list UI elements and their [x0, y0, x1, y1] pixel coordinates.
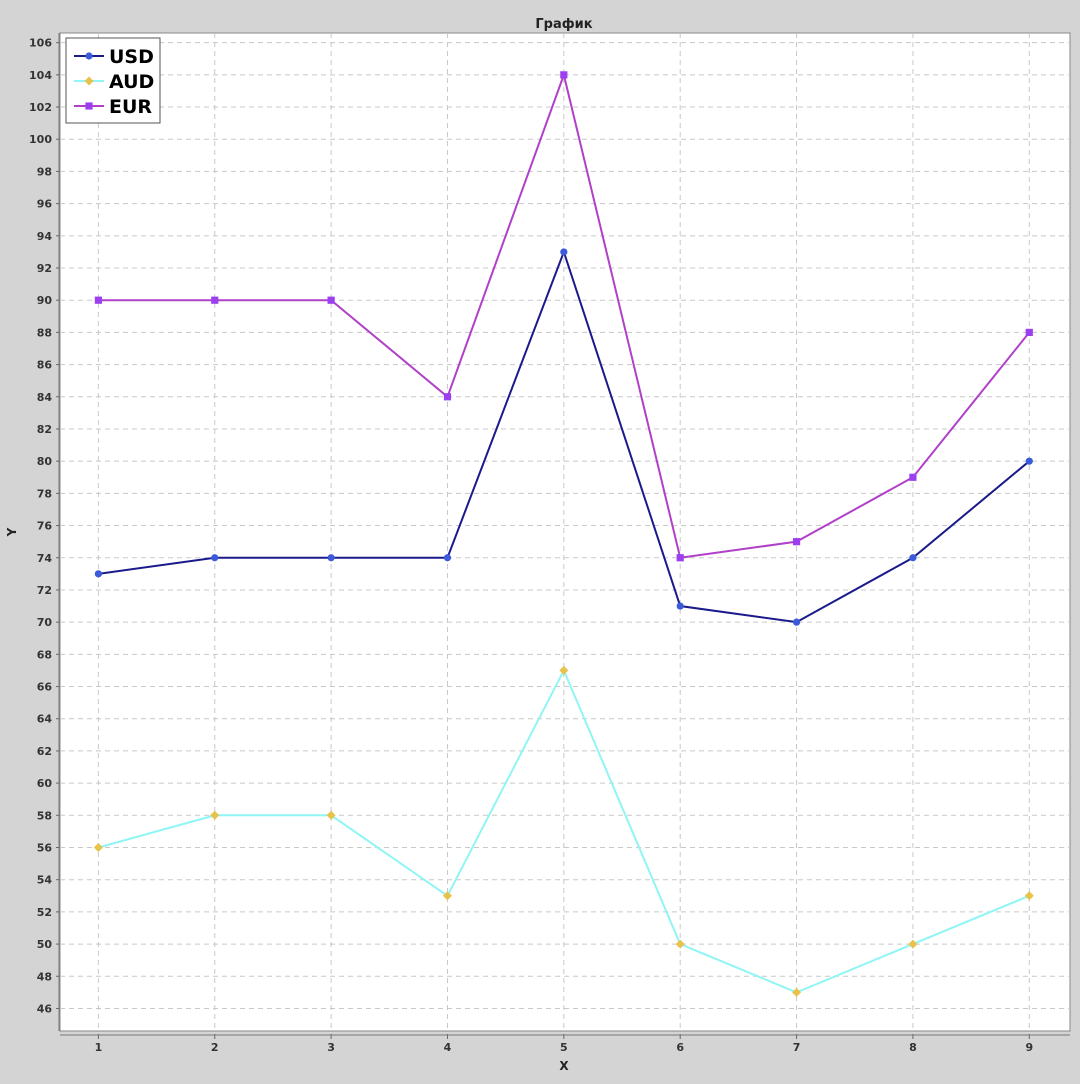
y-tick-label: 86 — [37, 359, 53, 372]
data-point-usd — [94, 570, 102, 578]
y-tick-label: 76 — [37, 520, 53, 533]
y-tick-label: 106 — [29, 37, 52, 50]
data-point-aud — [442, 891, 452, 901]
y-tick-label: 80 — [37, 455, 53, 468]
chart-title: График — [535, 17, 592, 32]
legend-label-aud: AUD — [109, 71, 154, 93]
y-tick-label: 90 — [37, 294, 53, 307]
y-tick-label: 102 — [29, 101, 52, 114]
y-tick-label: 62 — [37, 745, 52, 758]
x-tick-label: 2 — [211, 1041, 219, 1054]
y-tick-label: 64 — [37, 713, 53, 726]
data-point-usd — [909, 554, 917, 562]
data-point-usd — [560, 248, 568, 256]
data-point-aud — [792, 987, 802, 997]
data-point-usd — [676, 602, 684, 610]
data-point-eur — [327, 296, 335, 304]
y-tick-label: 56 — [37, 841, 53, 854]
grid-lines — [60, 33, 1070, 1031]
y-tick-label: 46 — [37, 1002, 53, 1015]
y-tick-label: 54 — [37, 874, 53, 887]
x-tick-label: 3 — [327, 1041, 335, 1054]
axes: 4648505254565860626466687072747678808284… — [29, 33, 1070, 1054]
data-point-eur — [676, 554, 684, 562]
data-point-aud — [908, 939, 918, 949]
y-tick-label: 68 — [37, 648, 52, 661]
legend-marker-eur — [85, 102, 93, 110]
y-tick-label: 52 — [37, 906, 52, 919]
data-point-aud — [675, 939, 685, 949]
x-tick-label: 5 — [560, 1041, 568, 1054]
x-tick-label: 6 — [676, 1041, 684, 1054]
series-group — [93, 71, 1034, 997]
y-tick-label: 84 — [37, 391, 53, 404]
series-usd — [94, 248, 1033, 626]
data-point-eur — [211, 296, 219, 304]
data-point-aud — [93, 842, 103, 852]
legend-marker-usd — [85, 52, 93, 60]
legend-label-eur: EUR — [109, 96, 152, 118]
data-point-aud — [210, 810, 220, 820]
data-point-eur — [792, 538, 801, 546]
legend: USD AUD EUR — [65, 37, 161, 124]
y-tick-label: 94 — [37, 230, 53, 243]
series-aud — [93, 665, 1034, 997]
y-tick-label: 48 — [37, 970, 52, 983]
data-point-eur — [443, 393, 452, 401]
data-point-usd — [443, 554, 452, 562]
x-axis-label: X — [559, 1059, 569, 1073]
data-point-eur — [94, 296, 102, 304]
data-point-eur — [1025, 328, 1033, 336]
x-tick-label: 4 — [444, 1041, 452, 1054]
y-tick-label: 66 — [37, 681, 53, 694]
data-point-aud — [326, 810, 336, 820]
data-point-eur — [560, 71, 568, 79]
data-point-usd — [1025, 457, 1033, 465]
data-point-usd — [327, 554, 335, 562]
plot-area — [59, 32, 1071, 1032]
series-eur — [94, 71, 1033, 562]
x-tick-label: 8 — [909, 1041, 917, 1054]
data-point-usd — [792, 618, 801, 626]
y-tick-label: 70 — [37, 616, 53, 629]
legend-label-usd: USD — [109, 46, 154, 68]
y-tick-label: 82 — [37, 423, 52, 436]
y-tick-label: 98 — [37, 165, 52, 178]
y-tick-label: 88 — [37, 326, 52, 339]
y-axis-label: Y — [5, 527, 19, 537]
y-tick-label: 104 — [29, 69, 52, 82]
data-point-usd — [211, 554, 219, 562]
data-point-aud — [1024, 891, 1034, 901]
y-tick-label: 74 — [37, 552, 53, 565]
x-tick-label: 9 — [1025, 1041, 1033, 1054]
y-tick-label: 58 — [37, 809, 52, 822]
data-point-aud — [559, 665, 569, 675]
y-tick-label: 92 — [37, 262, 52, 275]
x-tick-label: 1 — [95, 1041, 103, 1054]
y-tick-label: 60 — [37, 777, 53, 790]
y-tick-label: 50 — [37, 938, 53, 951]
x-tick-label: 7 — [793, 1041, 801, 1054]
y-tick-label: 78 — [37, 487, 52, 500]
y-tick-label: 96 — [37, 198, 53, 211]
y-tick-label: 100 — [29, 133, 52, 146]
data-point-eur — [909, 473, 917, 481]
y-tick-label: 72 — [37, 584, 52, 597]
legend-marker-aud — [84, 76, 94, 86]
